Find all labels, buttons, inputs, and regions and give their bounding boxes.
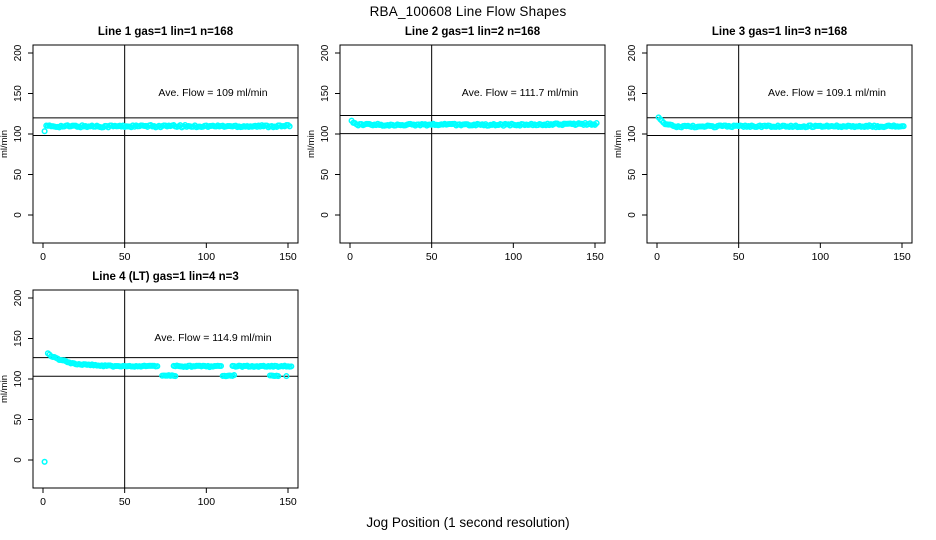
y-tick-label: 50 (13, 169, 24, 181)
x-tick-label: 0 (347, 251, 353, 263)
y-tick-label: 200 (13, 289, 24, 306)
panel-3: 0 50 100 150 0 50 100 150 200 ml/min Line 3 gas=1 … (613, 26, 913, 263)
x-tick-label: 50 (119, 496, 131, 508)
data-point (154, 363, 161, 370)
data-point (41, 128, 48, 135)
ave-flow-annotation: Ave. Flow = 111.7 ml/min (462, 87, 579, 99)
x-tick-label: 100 (505, 251, 523, 263)
y-tick-label: 50 (13, 414, 24, 426)
plot-box (32, 44, 299, 244)
plot-box (646, 44, 913, 244)
x-axis-label: Jog Position (1 second resolution) (366, 515, 570, 530)
y-tick-label: 100 (320, 125, 331, 142)
y-tick-label: 100 (13, 125, 24, 142)
data-point (900, 123, 907, 130)
data-point (288, 363, 295, 370)
panel-title: Line 4 (LT) gas=1 lin=4 n=3 (92, 271, 238, 283)
y-tick-label: 50 (627, 169, 638, 181)
y-axis-title: ml/min (613, 130, 624, 158)
y-tick-label: 100 (627, 125, 638, 142)
data-point (217, 362, 225, 370)
x-tick-label: 150 (279, 251, 297, 263)
figure-title: RBA_100608 Line Flow Shapes (369, 4, 567, 19)
data-point (41, 458, 48, 465)
flow-trace-points (655, 114, 907, 131)
panel-title: Line 2 gas=1 lin=2 n=168 (405, 26, 541, 38)
x-tick-label: 0 (654, 251, 660, 263)
y-tick-label: 150 (13, 330, 24, 347)
data-point (231, 372, 238, 379)
low-flow-dips-points (159, 372, 290, 380)
plot-box (339, 44, 606, 244)
y-tick-label: 0 (13, 212, 24, 218)
data-point (593, 120, 600, 127)
y-tick-label: 50 (320, 169, 331, 181)
x-tick-label: 0 (40, 251, 46, 263)
x-tick-label: 50 (119, 251, 131, 263)
x-tick-label: 100 (198, 496, 216, 508)
data-point (172, 373, 179, 380)
x-tick-label: 50 (426, 251, 438, 263)
panel-2: 0 50 100 150 0 50 100 150 200 ml/min Line 2 gas=1 … (306, 26, 606, 263)
x-tick-label: 0 (40, 496, 46, 508)
plot-box (32, 289, 299, 489)
y-axis-title: ml/min (306, 130, 317, 158)
x-tick-label: 100 (198, 251, 216, 263)
panel-4: 0 50 100 150 0 50 100 150 200 ml/min Line 4 (LT) g… (0, 271, 299, 508)
data-point (283, 373, 290, 380)
data-point (275, 373, 282, 380)
ave-flow-annotation: Ave. Flow = 109.1 ml/min (768, 87, 886, 99)
y-tick-label: 0 (13, 457, 24, 463)
y-tick-label: 150 (13, 85, 24, 102)
y-axis-title: ml/min (0, 375, 10, 403)
panel-title: Line 3 gas=1 lin=3 n=168 (712, 26, 848, 38)
y-tick-label: 0 (627, 212, 638, 218)
flow-trace-points (41, 350, 295, 465)
y-tick-label: 0 (320, 212, 331, 218)
x-tick-label: 100 (812, 251, 830, 263)
x-tick-label: 50 (733, 251, 745, 263)
x-tick-label: 150 (893, 251, 911, 263)
ave-flow-annotation: Ave. Flow = 109 ml/min (158, 87, 267, 99)
x-tick-label: 150 (279, 496, 297, 508)
ave-flow-annotation: Ave. Flow = 114.9 ml/min (154, 332, 271, 344)
data-point (286, 123, 293, 130)
flow-trace-points (41, 121, 293, 135)
y-tick-label: 200 (627, 44, 638, 61)
flow-trace-points (348, 117, 600, 129)
panel-title: Line 1 gas=1 lin=1 n=168 (98, 26, 234, 38)
y-tick-label: 200 (320, 44, 331, 61)
y-tick-label: 200 (13, 44, 24, 61)
y-tick-label: 150 (320, 85, 331, 102)
y-tick-label: 100 (13, 370, 24, 387)
x-tick-label: 150 (586, 251, 604, 263)
y-axis-title: ml/min (0, 130, 10, 158)
panel-1: 0 50 100 150 0 50 100 150 200 ml/min Line 1 gas=1 … (0, 26, 299, 263)
y-tick-label: 150 (627, 85, 638, 102)
